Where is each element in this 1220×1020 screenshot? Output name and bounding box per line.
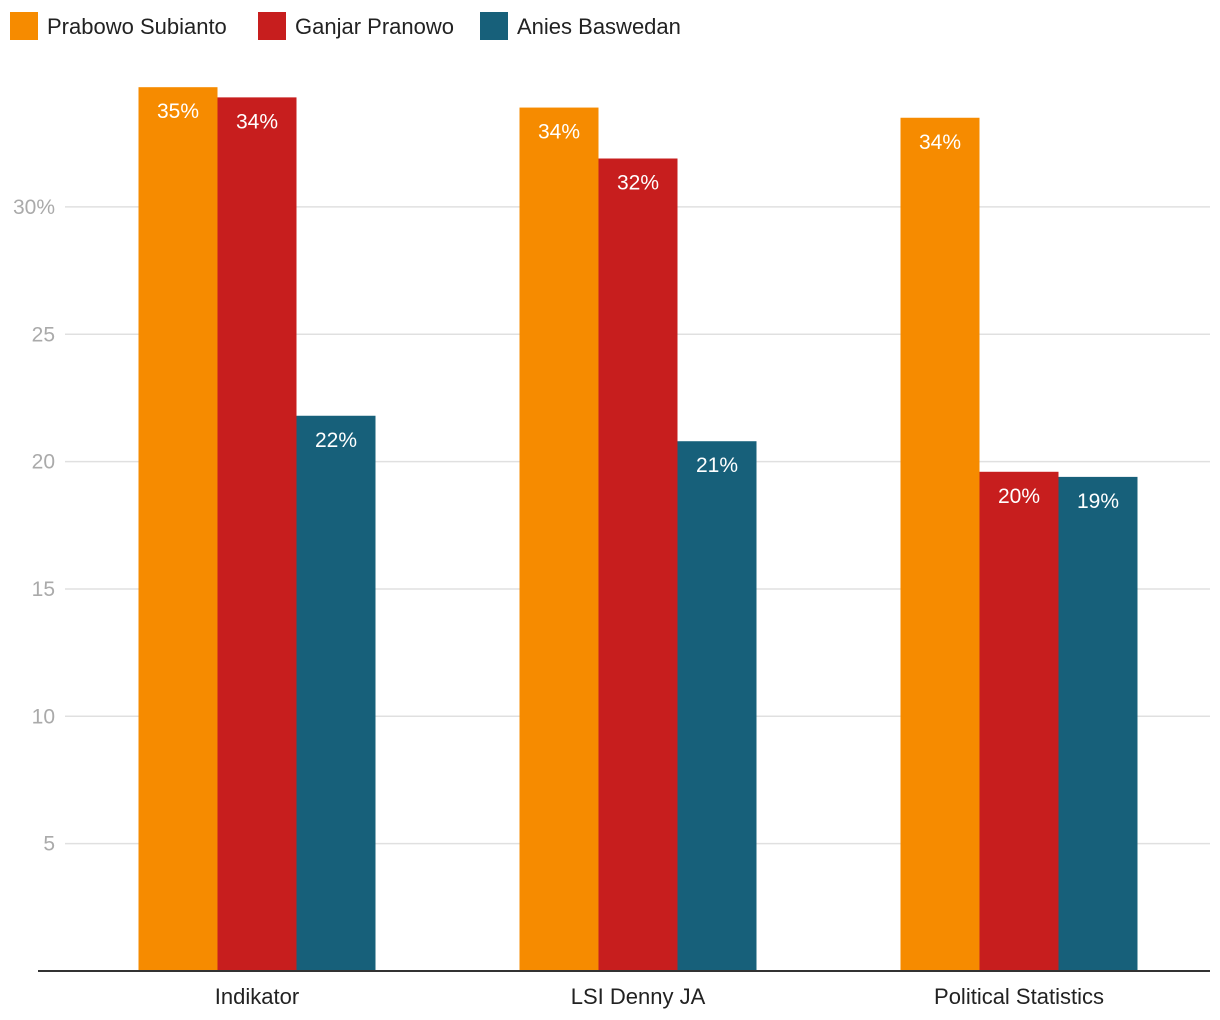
y-tick-label: 25 bbox=[32, 323, 55, 346]
y-axis: 5 10 15 20 25 30% bbox=[13, 196, 55, 856]
bar bbox=[677, 441, 757, 971]
bar bbox=[598, 158, 678, 971]
y-tick-label: 20 bbox=[32, 451, 55, 474]
bars bbox=[138, 87, 1138, 972]
bar bbox=[900, 117, 980, 971]
x-category-label: LSI Denny JA bbox=[571, 984, 706, 1009]
x-category-label: Political Statistics bbox=[934, 984, 1104, 1009]
bar-value-label: 19% bbox=[1077, 490, 1119, 513]
bar bbox=[1058, 476, 1138, 971]
bar bbox=[217, 97, 297, 971]
bar-value-label: 34% bbox=[236, 110, 278, 133]
legend-swatch bbox=[480, 12, 508, 40]
bar bbox=[979, 471, 1059, 971]
bar-value-label: 21% bbox=[696, 454, 738, 477]
y-tick-label: 10 bbox=[32, 705, 55, 728]
legend-swatch bbox=[10, 12, 38, 40]
bar bbox=[138, 87, 218, 972]
data-labels: 35% 34% 22% 34% 32% 21% 34% 20% 19% bbox=[157, 100, 1119, 513]
legend-swatch bbox=[258, 12, 286, 40]
y-tick-label: 30% bbox=[13, 196, 55, 219]
bar-value-label: 22% bbox=[315, 429, 357, 452]
legend-label: Ganjar Pranowo bbox=[295, 14, 454, 39]
x-category-label: Indikator bbox=[215, 984, 299, 1009]
bar-value-label: 35% bbox=[157, 100, 199, 123]
x-axis: Indikator LSI Denny JA Political Statistic… bbox=[38, 970, 1210, 1009]
bar-value-label: 20% bbox=[998, 485, 1040, 508]
bar-value-label: 34% bbox=[538, 121, 580, 144]
bar bbox=[519, 107, 599, 971]
legend-label: Prabowo Subianto bbox=[47, 14, 227, 39]
y-tick-label: 5 bbox=[43, 833, 55, 856]
y-tick-label: 15 bbox=[32, 578, 55, 601]
legend: Prabowo Subianto Ganjar Pranowo Anies Basw… bbox=[10, 12, 681, 40]
bar-value-label: 32% bbox=[617, 172, 659, 195]
bar bbox=[296, 415, 376, 971]
legend-label: Anies Baswedan bbox=[517, 14, 681, 39]
bar-value-label: 34% bbox=[919, 131, 961, 154]
